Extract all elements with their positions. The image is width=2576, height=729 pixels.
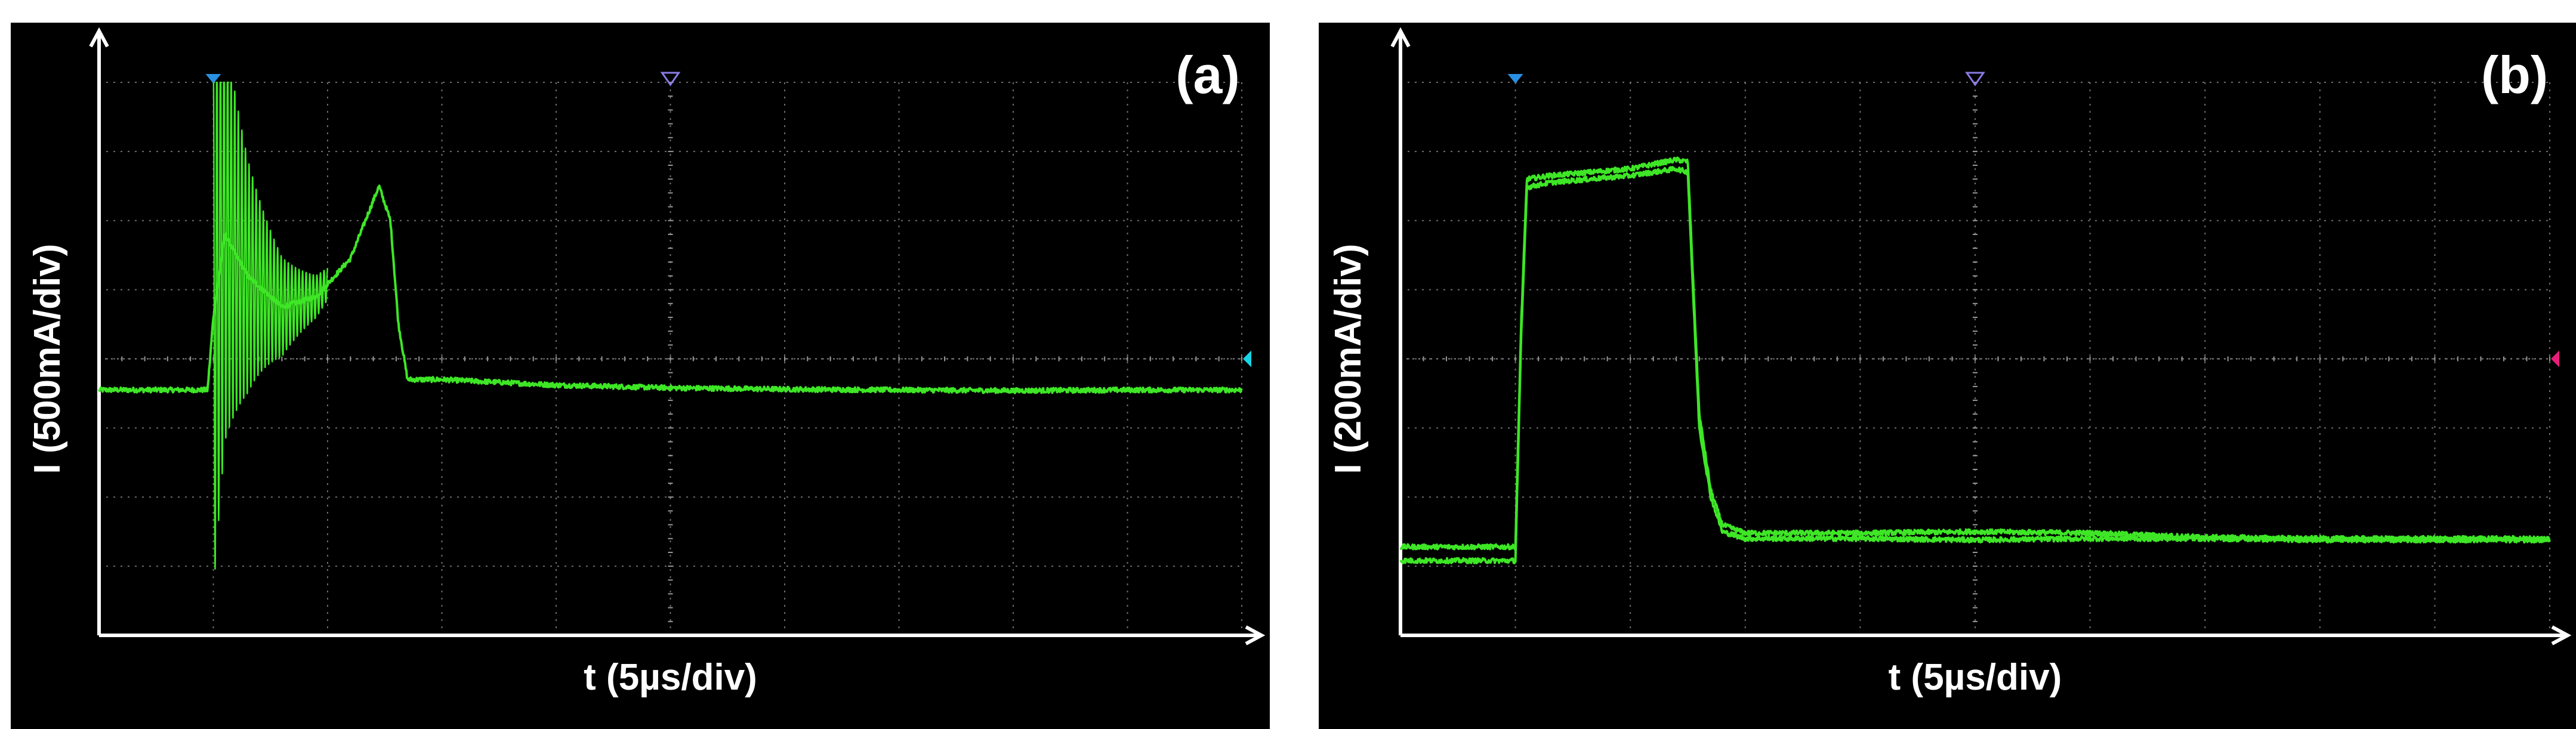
ground-marker-icon	[2551, 350, 2559, 367]
panel-label: (b)	[2481, 45, 2548, 104]
y-axis-label: I (500mA/div)	[27, 244, 68, 474]
scope-panel-a: (a) t (5µs/div) I (500mA/div)	[11, 23, 1270, 729]
x-axis-arrow	[1245, 625, 1266, 645]
traces	[1399, 156, 2551, 564]
scope-plot-b: (b) t (5µs/div) I (200mA/div)	[1328, 27, 2572, 698]
x-axis-label: t (5µs/div)	[1889, 657, 2062, 698]
y-axis-arrow	[1390, 27, 1411, 48]
trace-line	[1399, 166, 2551, 564]
trigger-marker-icon	[1507, 74, 1523, 84]
x-axis-arrow	[2551, 625, 2572, 645]
ringing-trace	[212, 81, 329, 570]
scope-plot-a: (a) t (5µs/div) I (500mA/div)	[27, 27, 1266, 698]
y-axis-label: I (200mA/div)	[1328, 244, 1369, 474]
y-axis-arrow	[89, 27, 109, 48]
center-ticks	[98, 82, 1242, 636]
panel-label: (a)	[1176, 45, 1240, 104]
trigger-marker-icon	[205, 74, 221, 84]
x-axis-label: t (5µs/div)	[584, 657, 757, 698]
position-marker-icon	[1965, 72, 1985, 87]
position-marker-icon	[660, 72, 681, 87]
scope-panel-b: (b) t (5µs/div) I (200mA/div)	[1319, 23, 2576, 729]
ground-marker-icon	[1243, 350, 1251, 367]
traces	[98, 81, 1243, 570]
